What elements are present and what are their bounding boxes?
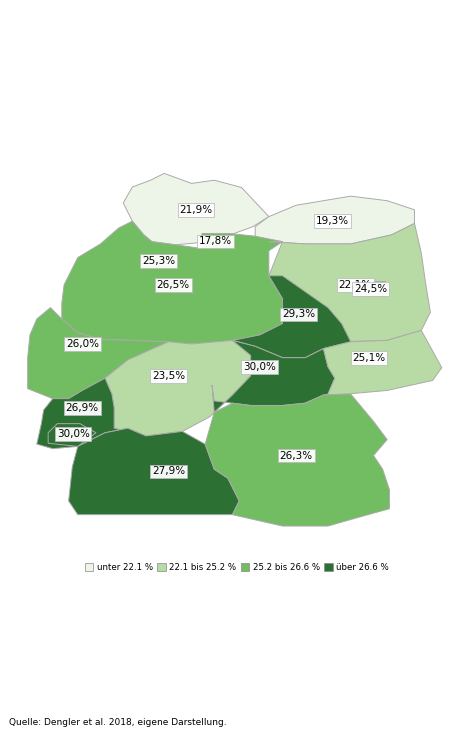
Text: 22,1%: 22,1% — [339, 280, 372, 290]
Polygon shape — [269, 224, 430, 342]
Text: 26,0%: 26,0% — [66, 339, 99, 349]
Text: 24,5%: 24,5% — [354, 283, 387, 294]
Text: 26,5%: 26,5% — [157, 280, 190, 290]
Polygon shape — [232, 276, 351, 358]
Text: 17,8%: 17,8% — [199, 236, 232, 246]
Text: 26,9%: 26,9% — [66, 403, 99, 413]
Polygon shape — [37, 378, 146, 449]
Legend: unter 22.1 %, 22.1 bis 25.2 %, 25.2 bis 26.6 %, über 26.6 %: unter 22.1 %, 22.1 bis 25.2 %, 25.2 bis … — [82, 559, 392, 576]
Text: 27,9%: 27,9% — [152, 466, 185, 477]
Polygon shape — [48, 424, 96, 446]
Polygon shape — [305, 331, 442, 403]
Text: 30,0%: 30,0% — [243, 362, 276, 372]
Text: 21,9%: 21,9% — [180, 204, 213, 215]
Polygon shape — [356, 281, 385, 296]
Text: 26,3%: 26,3% — [280, 450, 313, 461]
Polygon shape — [105, 340, 251, 436]
Polygon shape — [205, 394, 390, 526]
Polygon shape — [69, 428, 239, 514]
Polygon shape — [255, 196, 414, 244]
Polygon shape — [202, 233, 229, 249]
Text: 19,3%: 19,3% — [316, 216, 349, 226]
Text: 25,3%: 25,3% — [142, 256, 175, 266]
Polygon shape — [212, 340, 335, 413]
Polygon shape — [27, 308, 169, 399]
Polygon shape — [123, 173, 269, 245]
Polygon shape — [62, 221, 283, 344]
Text: Quelle: Dengler et al. 2018, eigene Darstellung.: Quelle: Dengler et al. 2018, eigene Dars… — [9, 718, 227, 727]
Text: 30,0%: 30,0% — [57, 429, 90, 438]
Text: 23,5%: 23,5% — [152, 371, 185, 381]
Polygon shape — [148, 254, 170, 268]
Text: 25,1%: 25,1% — [352, 353, 385, 362]
Text: 29,3%: 29,3% — [282, 309, 315, 320]
